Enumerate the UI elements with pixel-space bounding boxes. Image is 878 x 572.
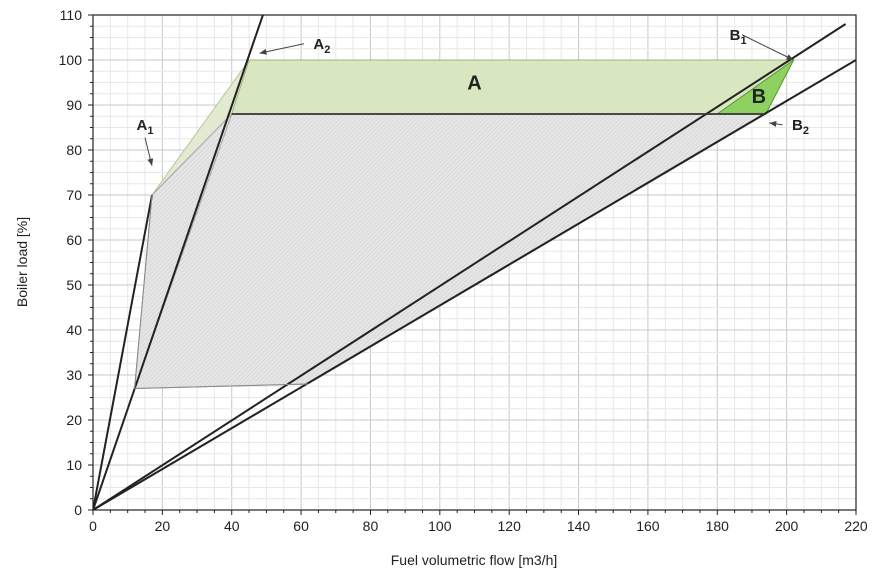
x-tick-label: 100 [428, 518, 452, 534]
region-hatch-1 [134, 114, 766, 389]
y-tick-label: 100 [59, 52, 83, 68]
annotations: A B A1 A2 B1 B2 [137, 27, 809, 166]
series-line-1 [93, 15, 264, 510]
y-tick-label: 70 [66, 187, 82, 203]
region-label-A: A [467, 73, 481, 95]
boundary-segment-2 [134, 383, 309, 389]
y-tick-label: 80 [66, 142, 82, 158]
series-line-2 [93, 23, 847, 510]
point-label-B2: B2 [792, 117, 809, 137]
y-tick-label: 50 [66, 277, 82, 293]
x-tick-label: 120 [498, 518, 522, 534]
point-label-A1: A1 [137, 117, 154, 137]
y-tick-label: 110 [60, 7, 83, 23]
series-lines [93, 15, 856, 510]
y-tick-label: 90 [66, 97, 82, 113]
x-tick-label: 140 [567, 518, 591, 534]
region-label-B: B [752, 86, 766, 108]
series-line-3 [93, 59, 856, 510]
y-tick-label: 60 [66, 232, 82, 248]
x-axis-title: Fuel volumetric flow [m3/h] [391, 552, 558, 568]
point-arrow-A2 [259, 43, 305, 55]
x-tick-label: 0 [89, 518, 97, 534]
x-tick-label: 40 [224, 518, 240, 534]
y-tick-label: 0 [74, 502, 82, 518]
y-tick-label: 20 [66, 412, 82, 428]
x-tick-label: 220 [844, 518, 868, 534]
regions [133, 59, 796, 390]
point-label-B1: B1 [730, 27, 747, 47]
point-arrow-B2 [769, 120, 783, 127]
point-arrow-A1 [144, 137, 154, 166]
x-tick-label: 20 [155, 518, 171, 534]
x-tick-label: 200 [775, 518, 799, 534]
y-tick-label: 40 [66, 322, 82, 338]
y-tick-label: 10 [66, 457, 82, 473]
point-arrow-B1 [741, 34, 794, 61]
ticks: 0 20 40 60 80 100 120 140 160 180 200 220 0 10 20 30 40 5… [59, 7, 868, 534]
point-label-A2: A2 [313, 36, 330, 56]
series-line-0 [93, 194, 153, 510]
boundary-segment-1 [134, 194, 153, 389]
y-axis-title: Boiler load [%] [14, 217, 30, 307]
region-3 [231, 59, 796, 115]
x-tick-label: 80 [363, 518, 379, 534]
x-tick-label: 160 [636, 518, 660, 534]
y-tick-label: 30 [66, 367, 82, 383]
x-tick-label: 60 [293, 518, 309, 534]
x-tick-label: 180 [706, 518, 730, 534]
